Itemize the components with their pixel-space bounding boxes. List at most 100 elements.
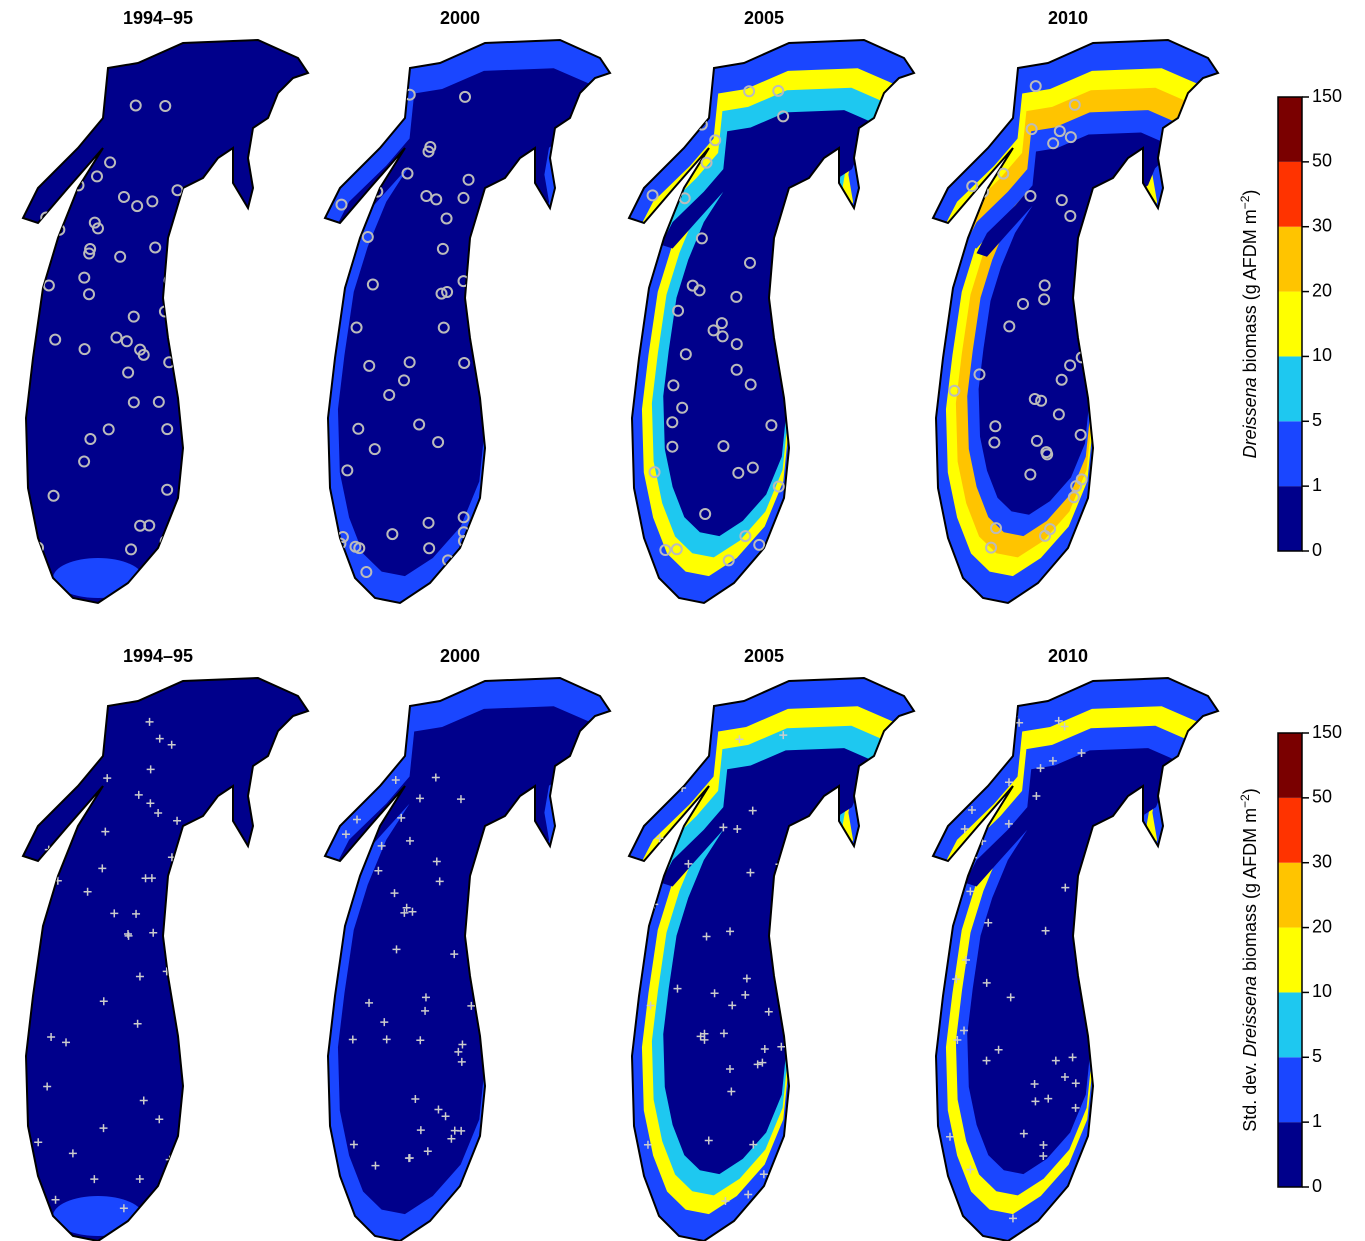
- colorbar-tick-label: 1: [1312, 475, 1322, 495]
- lake-map: [629, 678, 914, 1241]
- lake-map: [325, 40, 610, 603]
- colorbar-tick-label: 0: [1312, 540, 1322, 560]
- colorbar-tick-label: 5: [1312, 410, 1322, 430]
- site-marker: [358, 739, 366, 747]
- site-marker: [999, 84, 1009, 94]
- site-marker: [972, 194, 982, 204]
- site-marker: [651, 78, 661, 88]
- panel-title: 2010: [1048, 646, 1088, 666]
- lake-map: [933, 678, 1218, 1241]
- site-marker: [165, 275, 175, 285]
- colorbar-tick-label: 150: [1312, 86, 1342, 106]
- colorbar-segment: [1278, 992, 1302, 1057]
- site-marker: [993, 113, 1003, 123]
- colorbar-tick-label: 5: [1312, 1046, 1322, 1066]
- site-marker: [474, 560, 484, 570]
- colorbar-segment: [1278, 928, 1302, 993]
- site-marker: [652, 868, 660, 876]
- site-marker: [666, 141, 676, 151]
- site-marker: [961, 757, 969, 765]
- lake-map: [23, 40, 308, 603]
- panel-title: 2010: [1048, 8, 1088, 28]
- site-marker: [778, 289, 788, 299]
- colorbar-tick-label: 20: [1312, 280, 1332, 300]
- site-marker: [365, 772, 373, 780]
- lake-map: [23, 678, 308, 1241]
- colorbar-segment: [1278, 227, 1302, 292]
- site-marker: [1077, 570, 1087, 580]
- colorbar-segment: [1278, 421, 1302, 486]
- site-marker: [683, 726, 691, 734]
- colorbar-segment: [1278, 486, 1302, 551]
- label-close: ): [1240, 190, 1260, 196]
- colorbar-segment: [1278, 97, 1302, 162]
- colorbar-tick-label: 30: [1312, 215, 1332, 235]
- panel-title: 2000: [440, 646, 480, 666]
- figure: 1994–9520002005201001510203050150Dreisse…: [0, 0, 1365, 1241]
- site-marker: [752, 570, 762, 580]
- panel-title: 2005: [744, 8, 784, 28]
- site-marker: [1074, 1221, 1082, 1229]
- site-marker: [1083, 988, 1091, 996]
- site-marker: [62, 727, 70, 735]
- colorbar-label: Dreissena biomass (g AFDM m−2): [1238, 190, 1260, 459]
- colorbar-segment: [1278, 162, 1302, 227]
- label-close: ): [1240, 788, 1260, 794]
- label-units: biomass (g AFDM m: [1240, 808, 1260, 976]
- colorbar-tick-label: 30: [1312, 851, 1332, 871]
- colorbar-label: Std. dev. Dreissena biomass (g AFDM m−2): [1238, 788, 1260, 1131]
- site-marker: [644, 142, 654, 152]
- colorbar-tick-label: 0: [1312, 1176, 1322, 1196]
- lake-map: [325, 678, 610, 1241]
- site-marker: [668, 835, 676, 843]
- lake-map: [933, 40, 1218, 603]
- site-marker: [473, 580, 483, 590]
- colorbar-segment: [1278, 733, 1302, 798]
- label-exponent: −2: [1238, 195, 1252, 209]
- site-marker: [39, 800, 47, 808]
- site-marker: [640, 76, 650, 86]
- site-marker: [766, 1194, 774, 1202]
- site-marker: [346, 74, 356, 84]
- panel-title: 1994–95: [123, 8, 193, 28]
- panel-title: 2000: [440, 8, 480, 28]
- label-units: biomass (g AFDM m: [1240, 209, 1260, 377]
- colorbar-segment: [1278, 798, 1302, 863]
- lake-map: [629, 40, 914, 603]
- site-marker: [647, 858, 655, 866]
- label-prefix: Std. dev.: [1240, 1057, 1260, 1132]
- colorbar-segment: [1278, 863, 1302, 928]
- colorbar-tick-label: 20: [1312, 916, 1332, 936]
- site-marker: [55, 113, 65, 123]
- colorbar-tick-label: 1: [1312, 1111, 1322, 1131]
- colorbar-tick-label: 10: [1312, 981, 1332, 1001]
- colorbar-segment: [1278, 1057, 1302, 1122]
- colorbar-segment: [1278, 356, 1302, 421]
- site-marker: [52, 739, 60, 747]
- site-marker: [1061, 577, 1071, 587]
- colorbar-segment: [1278, 1122, 1302, 1187]
- panel-title: 1994–95: [123, 646, 193, 666]
- label-taxon: Dreissena: [1240, 377, 1260, 458]
- site-marker: [442, 1207, 450, 1215]
- colorbar-tick-label: 50: [1312, 151, 1332, 171]
- label-taxon: Dreissena: [1240, 976, 1260, 1057]
- site-marker: [42, 735, 50, 743]
- colorbar-tick-label: 50: [1312, 787, 1332, 807]
- site-marker: [363, 724, 371, 732]
- site-marker: [969, 732, 977, 740]
- panel-title: 2005: [744, 646, 784, 666]
- site-marker: [943, 140, 953, 150]
- site-marker: [43, 752, 51, 760]
- site-marker: [777, 869, 785, 877]
- colorbar-tick-label: 150: [1312, 722, 1342, 742]
- site-marker: [663, 113, 673, 123]
- label-exponent: −2: [1238, 794, 1252, 808]
- colorbar-segment: [1278, 292, 1302, 357]
- site-marker: [650, 128, 660, 138]
- colorbar-tick-label: 10: [1312, 345, 1332, 365]
- site-marker: [702, 724, 710, 732]
- site-marker: [654, 869, 662, 877]
- page: {"top_row": {"panels": [{"title": "1994–…: [0, 0, 1365, 1241]
- site-marker: [1082, 955, 1090, 963]
